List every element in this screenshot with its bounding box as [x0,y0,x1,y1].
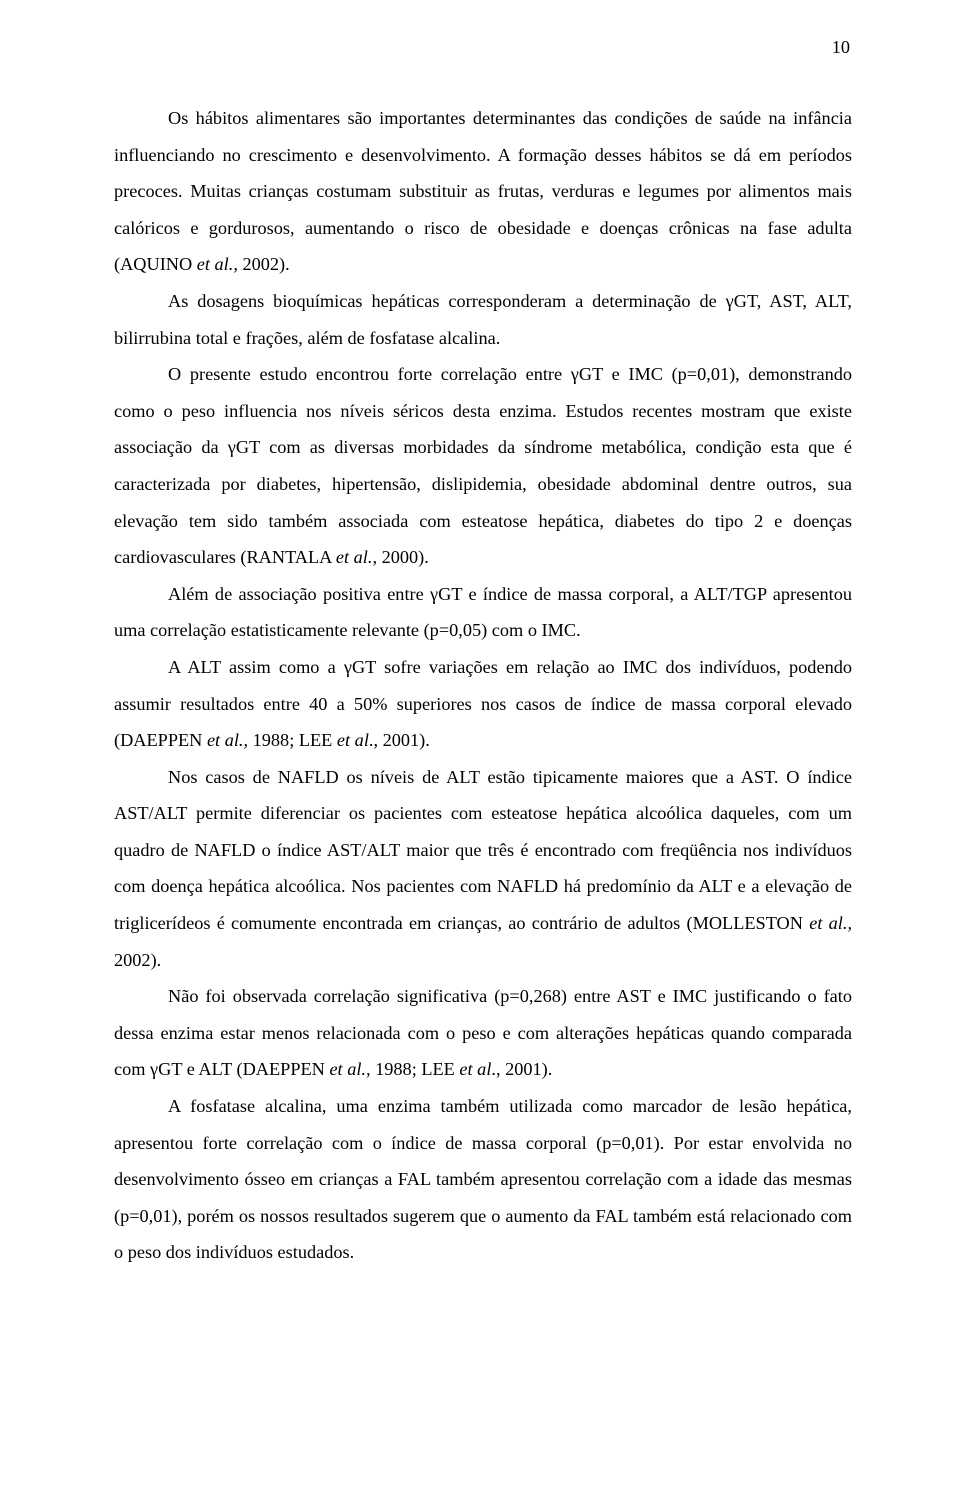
text-run: ., 2001). [369,730,430,750]
text-run: 2002). [238,254,290,274]
text-run: As dosagens bioquímicas hepáticas corres… [114,291,852,348]
text-run: 1988; LEE [248,730,337,750]
text-run: 2002). [114,950,161,970]
text-run: Nos casos de NAFLD os níveis de ALT estã… [114,767,852,933]
page-number: 10 [832,38,850,56]
paragraph: Não foi observada correlação significati… [114,978,852,1088]
paragraph: As dosagens bioquímicas hepáticas corres… [114,283,852,356]
body-text: Os hábitos alimentares são importantes d… [114,100,852,1271]
text-run-italic: et al., [809,913,852,933]
paragraph: O presente estudo encontrou forte correl… [114,356,852,576]
text-run: 2000). [377,547,429,567]
text-run-italic: et al [337,730,369,750]
text-run: ., 2001). [491,1059,552,1079]
text-run: 1988; LEE [371,1059,460,1079]
text-run: Os hábitos alimentares são importantes d… [114,108,852,274]
page: 10 Os hábitos alimentares são importante… [0,0,960,1487]
paragraph: Nos casos de NAFLD os níveis de ALT estã… [114,759,852,979]
paragraph: Os hábitos alimentares são importantes d… [114,100,852,283]
text-run: Além de associação positiva entre γGT e … [114,584,852,641]
paragraph: A ALT assim como a γGT sofre variações e… [114,649,852,759]
text-run-italic: et al [459,1059,491,1079]
paragraph: Além de associação positiva entre γGT e … [114,576,852,649]
text-run-italic: et al., [197,254,238,274]
text-run: A fosfatase alcalina, uma enzima também … [114,1096,852,1262]
text-run: O presente estudo encontrou forte correl… [114,364,852,567]
text-run-italic: et al., [329,1059,370,1079]
text-run-italic: et al., [207,730,248,750]
text-run-italic: et al., [336,547,377,567]
paragraph: A fosfatase alcalina, uma enzima também … [114,1088,852,1271]
